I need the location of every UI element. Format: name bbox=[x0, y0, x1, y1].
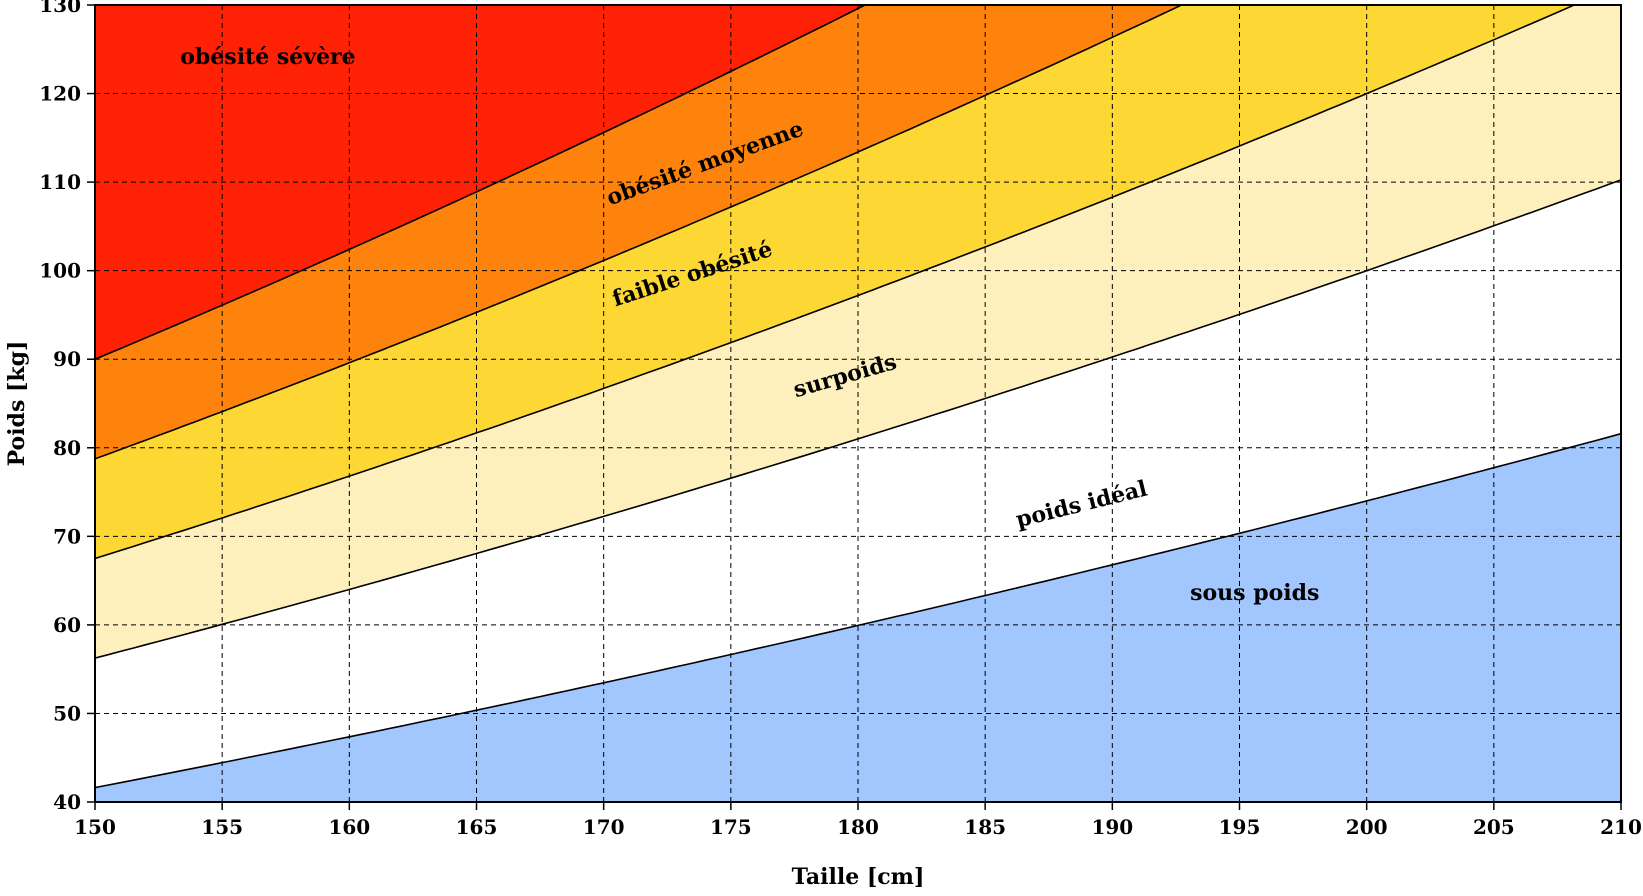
x-tick-label: 180 bbox=[837, 815, 879, 839]
x-tick-label: 205 bbox=[1473, 815, 1515, 839]
x-tick-label: 185 bbox=[964, 815, 1006, 839]
y-tick-label: 130 bbox=[39, 0, 81, 17]
y-tick-label: 90 bbox=[53, 347, 81, 371]
y-tick-label: 70 bbox=[53, 524, 81, 548]
x-tick-label: 190 bbox=[1091, 815, 1133, 839]
y-axis: 40 50 60 70 80 90 100 110 120 130 bbox=[39, 0, 95, 814]
x-tick-label: 210 bbox=[1600, 815, 1642, 839]
x-tick-label: 165 bbox=[456, 815, 498, 839]
bmi-boundary-line bbox=[95, 5, 1184, 460]
bmi-boundary-line bbox=[95, 5, 867, 360]
y-tick-label: 120 bbox=[39, 82, 81, 106]
boundary-lines bbox=[95, 5, 1621, 789]
x-tick-label: 195 bbox=[1219, 815, 1261, 839]
x-tick-label: 200 bbox=[1346, 815, 1388, 839]
x-axis-title: Taille [cm] bbox=[792, 864, 925, 890]
y-tick-label: 80 bbox=[53, 436, 81, 460]
x-tick-label: 155 bbox=[201, 815, 243, 839]
band-area bbox=[95, 5, 1575, 559]
x-tick-label: 150 bbox=[74, 815, 116, 839]
band-area bbox=[95, 5, 1182, 459]
bmi-boundary-line bbox=[95, 432, 1621, 789]
y-tick-label: 100 bbox=[39, 259, 81, 283]
y-tick-label: 40 bbox=[53, 790, 81, 814]
x-tick-label: 160 bbox=[328, 815, 370, 839]
bmi-boundary-line bbox=[95, 179, 1621, 659]
x-axis: 150 155 160 165 170 175 180 185 190 195 200 205 210 bbox=[74, 802, 1642, 839]
band-label: obésité sévère bbox=[180, 44, 355, 70]
bmi-boundary-line bbox=[95, 5, 1577, 560]
x-tick-label: 170 bbox=[583, 815, 625, 839]
y-axis-title: Poids [kg] bbox=[4, 341, 30, 467]
x-tick-label: 175 bbox=[710, 815, 752, 839]
band-label: sous poids bbox=[1190, 580, 1319, 606]
y-tick-label: 50 bbox=[53, 701, 81, 725]
y-tick-label: 60 bbox=[53, 613, 81, 637]
y-tick-label: 110 bbox=[39, 170, 81, 194]
